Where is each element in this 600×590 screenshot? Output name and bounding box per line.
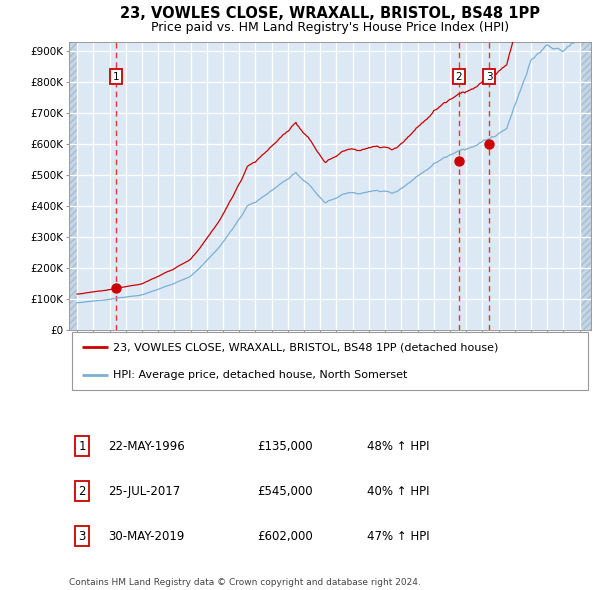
Text: £545,000: £545,000 xyxy=(257,484,313,497)
Text: Price paid vs. HM Land Registry's House Price Index (HPI): Price paid vs. HM Land Registry's House … xyxy=(151,21,509,34)
Text: 1: 1 xyxy=(78,440,86,453)
Text: Contains HM Land Registry data © Crown copyright and database right 2024.
This d: Contains HM Land Registry data © Crown c… xyxy=(69,578,421,590)
Text: 25-JUL-2017: 25-JUL-2017 xyxy=(108,484,181,497)
Text: 23, VOWLES CLOSE, WRAXALL, BRISTOL, BS48 1PP (detached house): 23, VOWLES CLOSE, WRAXALL, BRISTOL, BS48… xyxy=(113,342,499,352)
Bar xyxy=(69,42,77,330)
Text: 47% ↑ HPI: 47% ↑ HPI xyxy=(367,530,429,543)
Text: 22-MAY-1996: 22-MAY-1996 xyxy=(108,440,185,453)
Bar xyxy=(580,42,591,330)
Text: 2: 2 xyxy=(78,484,86,497)
Text: HPI: Average price, detached house, North Somerset: HPI: Average price, detached house, Nort… xyxy=(113,370,408,379)
Text: £135,000: £135,000 xyxy=(257,440,313,453)
Text: 1: 1 xyxy=(113,71,119,81)
Text: 3: 3 xyxy=(486,71,493,81)
Text: 2: 2 xyxy=(456,71,463,81)
Text: £602,000: £602,000 xyxy=(257,530,313,543)
Text: 40% ↑ HPI: 40% ↑ HPI xyxy=(367,484,429,497)
Text: 23, VOWLES CLOSE, WRAXALL, BRISTOL, BS48 1PP: 23, VOWLES CLOSE, WRAXALL, BRISTOL, BS48… xyxy=(120,6,540,21)
Text: 3: 3 xyxy=(79,530,86,543)
Text: 48% ↑ HPI: 48% ↑ HPI xyxy=(367,440,429,453)
Text: 30-MAY-2019: 30-MAY-2019 xyxy=(108,530,185,543)
FancyBboxPatch shape xyxy=(71,333,589,389)
